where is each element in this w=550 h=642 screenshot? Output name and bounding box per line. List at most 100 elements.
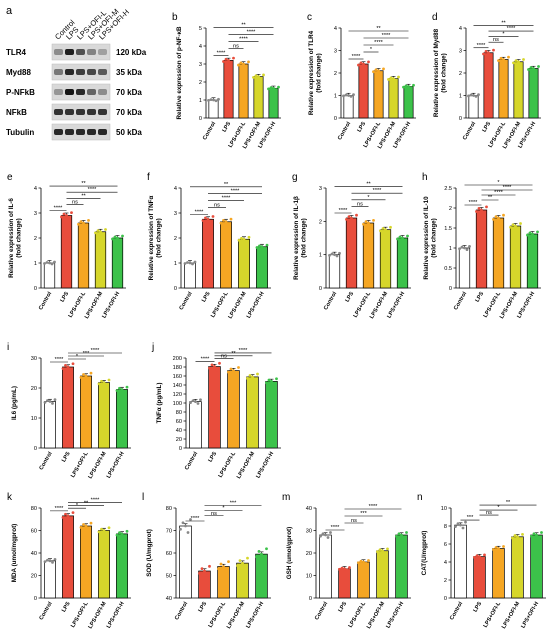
data-point	[179, 527, 182, 531]
data-point	[507, 55, 510, 59]
data-point	[540, 531, 543, 534]
significance-label: ****	[88, 187, 98, 193]
significance-label: ****	[382, 33, 392, 39]
data-point	[328, 253, 331, 257]
data-point	[494, 546, 498, 549]
data-point	[100, 527, 103, 531]
protein-band	[76, 69, 85, 75]
bar	[526, 233, 539, 289]
bar	[253, 76, 264, 119]
significance-label: ****	[469, 200, 479, 206]
data-point	[357, 561, 360, 565]
significance-label: **	[506, 500, 511, 506]
y-axis-label: Relative expression of IL-6(fold change)	[8, 198, 23, 278]
significance-label: ****	[91, 498, 101, 504]
data-point	[64, 363, 67, 367]
data-point	[84, 374, 88, 378]
y-axis-label: Relative expression of TLR4(fold change)	[308, 30, 323, 115]
x-tick-label: Control	[184, 451, 199, 472]
y-tick-label: 60	[166, 551, 172, 557]
x-tick-label: LPS	[475, 291, 486, 304]
data-point	[66, 365, 70, 369]
data-point	[244, 64, 248, 68]
data-point	[51, 401, 54, 405]
y-tick-label: 2.5	[444, 186, 452, 192]
data-point	[69, 368, 72, 372]
x-tick-label: Control	[39, 451, 54, 472]
y-axis-label: SOD (U/mgprot)	[146, 529, 153, 577]
x-tick-label: LPS+OFI-M	[366, 601, 386, 630]
protein-band	[54, 69, 63, 75]
data-point	[359, 559, 363, 563]
significance-label: ****	[91, 348, 101, 354]
y-tick-label: 1	[174, 261, 177, 267]
x-tick-label: LPS+OFI-M	[226, 601, 246, 630]
significance-label: ns	[493, 37, 499, 43]
data-point	[406, 234, 409, 238]
data-point	[482, 211, 486, 215]
data-point	[367, 221, 370, 225]
y-tick-label: 4	[459, 26, 462, 32]
data-point	[45, 261, 49, 264]
panel-letter: g	[292, 172, 298, 183]
bar	[220, 221, 232, 289]
bar	[208, 99, 219, 119]
chart-g: g Relative expression of IL-1β(fold chang…	[292, 172, 411, 320]
data-point	[340, 566, 344, 570]
data-point	[118, 531, 121, 534]
data-point	[123, 390, 126, 394]
x-tick-label: LPS+OFI-H	[386, 291, 406, 319]
data-point	[97, 530, 101, 534]
bar	[62, 366, 74, 449]
y-tick-label: 20	[31, 574, 37, 580]
data-point	[344, 93, 348, 97]
y-tick-label: 10	[441, 506, 447, 512]
data-point	[101, 232, 105, 236]
x-tick-label: LPS+OFI-L	[218, 450, 238, 478]
x-tick-label: Control	[39, 601, 54, 622]
protein-band	[98, 129, 107, 135]
protein-band	[65, 89, 74, 95]
significance-label: ****	[331, 525, 341, 531]
band-size: 35 kDa	[116, 68, 142, 77]
y-tick-label: 60	[31, 529, 37, 535]
data-point	[359, 61, 363, 65]
data-point	[478, 555, 481, 558]
data-point	[113, 235, 117, 239]
data-point	[532, 532, 536, 536]
data-point	[259, 76, 263, 80]
data-point	[395, 534, 398, 538]
y-tick-label: 8	[444, 524, 447, 530]
data-point	[400, 533, 403, 537]
y-tick-label: 1	[34, 261, 37, 267]
data-point	[468, 245, 471, 248]
data-point	[396, 237, 399, 241]
significance-label: *	[367, 195, 370, 201]
data-point	[480, 556, 484, 560]
bar	[475, 209, 488, 289]
data-point	[345, 568, 349, 572]
data-point	[214, 99, 218, 103]
bar	[379, 229, 392, 289]
western-blot-panel: a ControlLPSLPS+OFI-LLPS+OFI-MLPS+OFI-H …	[6, 5, 147, 141]
data-point	[252, 76, 255, 79]
y-tick-label: 3	[459, 49, 462, 55]
bar	[189, 401, 202, 449]
data-point	[258, 244, 261, 248]
y-tick-label: 180	[173, 365, 182, 371]
band-size: 70 kDa	[116, 108, 142, 117]
data-point	[66, 514, 70, 518]
x-tick-label: Control	[202, 121, 217, 142]
data-point	[241, 561, 244, 565]
data-point	[389, 225, 392, 229]
bar	[458, 247, 471, 289]
data-point	[454, 525, 457, 528]
significance-label: ns	[357, 201, 363, 207]
data-point	[242, 62, 245, 66]
x-tick-label: LPS	[338, 601, 349, 614]
significance-label: **	[81, 193, 86, 199]
bar	[256, 246, 268, 289]
data-point	[79, 220, 83, 224]
data-point	[53, 398, 57, 402]
